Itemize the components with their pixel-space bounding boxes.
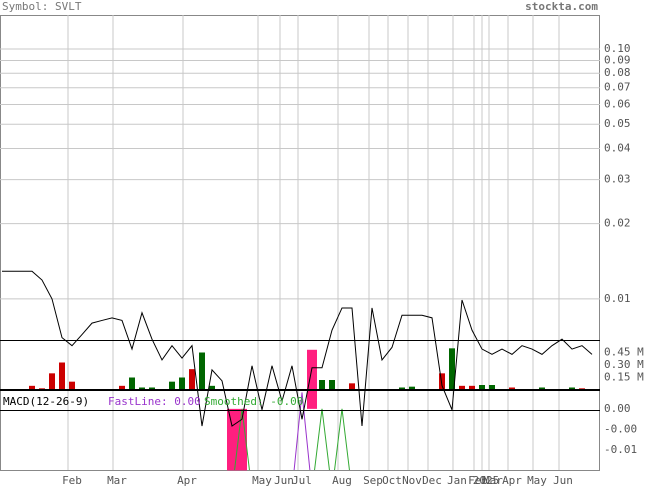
volume-bar (449, 348, 455, 390)
plot-frame (0, 15, 600, 471)
smoothed-label: Smoothed: -0.00 (204, 395, 303, 408)
volume-bar (439, 373, 445, 390)
x-tick-label: Sep (363, 474, 383, 486)
macd-tick-label: -0.00 (604, 422, 637, 435)
price-line (2, 270, 593, 427)
x-tick-label: Feb (468, 474, 488, 486)
volume-bar (489, 385, 495, 390)
price-tick-label: 0.09 (604, 53, 631, 66)
volume-tick-label: 0.30 M (604, 358, 644, 371)
volume-bar (209, 385, 215, 390)
price-tick-label: 0.03 (604, 173, 631, 186)
x-tick-label: Feb (62, 474, 82, 486)
volume-bar (319, 380, 325, 390)
volume-bar (349, 383, 355, 390)
x-tick-label: Mar (107, 474, 127, 486)
price-tick-label: 0.08 (604, 66, 631, 79)
volume-bar (539, 387, 545, 390)
macd-fast-line (293, 392, 311, 470)
volume-bar (329, 380, 335, 390)
macd-tick-label: -0.01 (604, 443, 637, 456)
price-tick-label: 0.02 (604, 217, 631, 230)
price-tick-label: 0.05 (604, 117, 631, 130)
volume-bar (199, 352, 205, 390)
price-tick-label: 0.10 (604, 42, 631, 55)
volume-bar (149, 387, 155, 390)
volume-bar (49, 373, 55, 390)
x-tick-label: Jan (447, 474, 467, 486)
price-tick-label: 0.01 (604, 292, 631, 305)
volume-tick-label: 0.45 M (604, 346, 644, 359)
volume-bar (569, 387, 575, 390)
macd-histogram-bar (227, 408, 237, 471)
x-tick-label: Nov (402, 474, 422, 486)
volume-bar (29, 385, 35, 390)
source: stockta.com (525, 0, 598, 13)
macd-label: MACD(12-26-9) (3, 395, 89, 408)
x-tick-label: May (527, 474, 547, 486)
x-tick-label: Apr (177, 474, 197, 486)
volume-bar (59, 362, 65, 390)
volume-tick-label: 0.15 M (604, 371, 644, 384)
x-tick-label: Aug (332, 474, 352, 486)
volume-bar (139, 387, 145, 390)
volume-bar (179, 377, 185, 390)
volume-bar (119, 385, 125, 390)
x-tick-label: Jun (274, 474, 294, 486)
x-tick-label: Jul (292, 474, 312, 486)
x-tick-label: 2025 (473, 474, 500, 486)
marks (0, 270, 595, 471)
symbol-title: Symbol: SVLT (2, 0, 82, 13)
volume-bar (409, 386, 415, 390)
price-tick-label: 0.07 (604, 81, 631, 94)
volume-bar (129, 377, 135, 390)
volume-bar (399, 387, 405, 390)
x-tick-label: Oct (382, 474, 402, 486)
macd-histogram-bar (307, 349, 317, 409)
x-tick-label: Jun (553, 474, 573, 486)
x-tick-label: May (252, 474, 272, 486)
grid (0, 15, 600, 470)
x-tick-label: Dec (422, 474, 442, 486)
volume-bar (509, 387, 515, 390)
volume-bar (169, 381, 175, 390)
volume-bar (189, 369, 195, 390)
price-tick-label: 0.04 (604, 141, 631, 154)
volume-bar (69, 381, 75, 390)
volume-bar (479, 385, 485, 390)
volume-bar (459, 385, 465, 390)
volume-bar (469, 385, 475, 390)
x-tick-label: Apr (502, 474, 522, 486)
macd-histogram-bar (237, 408, 247, 471)
fast-label: FastLine: 0.00 (108, 395, 201, 408)
macd-tick-label: 0.00 (604, 402, 631, 415)
x-tick-label: Mar (483, 474, 503, 486)
price-tick-label: 0.06 (604, 97, 631, 110)
